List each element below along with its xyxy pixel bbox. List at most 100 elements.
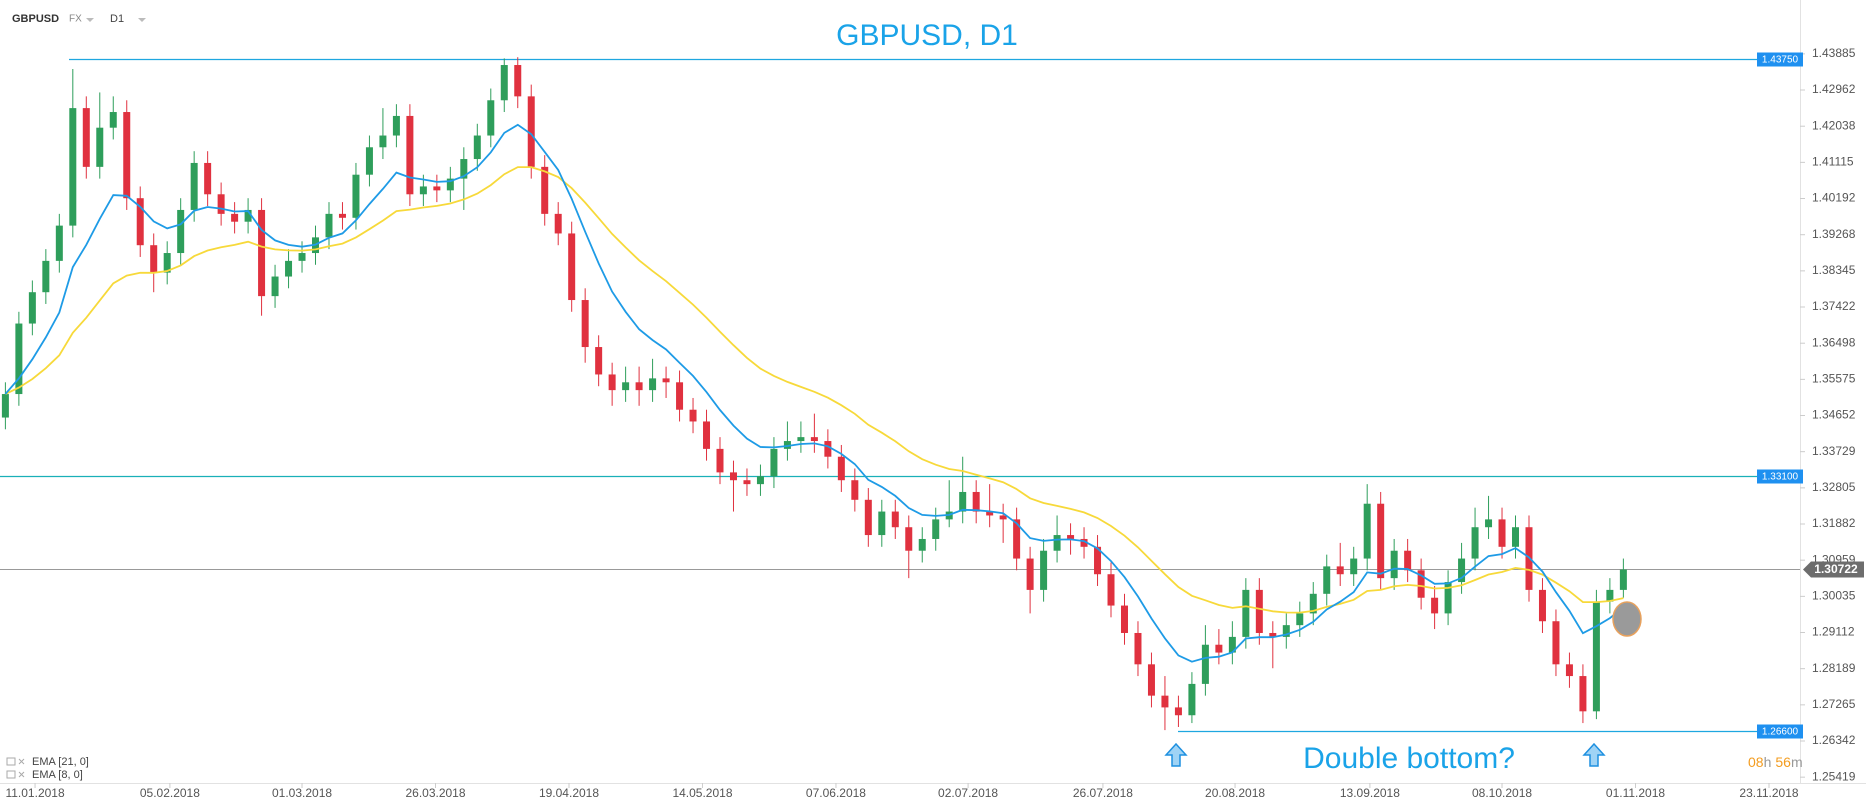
candle-body xyxy=(392,115,400,136)
level-label-box xyxy=(1757,724,1803,739)
candle-body xyxy=(1471,527,1479,559)
x-tick-label: 02.07.2018 xyxy=(938,786,998,800)
candle-body xyxy=(837,456,845,481)
dropdown-icon[interactable] xyxy=(86,18,94,22)
candle-body xyxy=(419,186,427,195)
candle-body xyxy=(365,147,373,175)
y-tick-label: 1.43885 xyxy=(1812,46,1856,60)
candle-body xyxy=(891,511,899,528)
candle-body xyxy=(824,441,832,457)
candle-body xyxy=(1390,550,1398,579)
dropdown-icon[interactable] xyxy=(138,18,146,22)
candle-body xyxy=(231,213,239,222)
candle-body xyxy=(972,491,980,512)
y-tick-label: 1.41115 xyxy=(1812,155,1854,169)
level-label: 1.26600 xyxy=(1762,727,1799,738)
market[interactable]: FX xyxy=(69,14,82,25)
candle-body xyxy=(581,300,589,348)
y-tick-label: 1.26342 xyxy=(1812,733,1856,747)
legend-icon[interactable] xyxy=(6,770,16,779)
candle-body xyxy=(1404,550,1412,571)
candle-body xyxy=(770,448,778,477)
y-tick-label: 1.39268 xyxy=(1812,227,1856,241)
candle-body xyxy=(1242,589,1250,637)
symbol[interactable]: GBPUSD xyxy=(12,13,59,25)
candle-body xyxy=(217,194,225,214)
candle-body xyxy=(743,480,751,485)
x-tick-label: 01.11.2018 xyxy=(1606,786,1665,800)
candle-body xyxy=(325,213,333,238)
candle-body xyxy=(676,382,684,410)
candle-body xyxy=(473,135,481,160)
candle-body xyxy=(756,476,764,485)
candle-body xyxy=(1161,695,1169,708)
y-tick-label: 1.25419 xyxy=(1812,769,1856,783)
candle-body xyxy=(1026,558,1034,590)
ema-line xyxy=(4,123,1624,663)
candle-body xyxy=(1296,613,1304,626)
candle-body xyxy=(729,472,737,481)
candle-body xyxy=(1512,527,1520,547)
candle-body xyxy=(150,245,158,273)
candle-body xyxy=(1120,605,1128,633)
x-tick-label: 07.06.2018 xyxy=(806,786,866,800)
candle-body xyxy=(810,437,818,442)
candle-body xyxy=(1377,503,1385,579)
candle-body xyxy=(999,515,1007,520)
candle-body xyxy=(1147,664,1155,696)
legend-icon[interactable] xyxy=(6,757,16,766)
candle-body xyxy=(42,260,50,293)
x-tick-label: 14.05.2018 xyxy=(672,786,732,800)
candle-body xyxy=(69,108,77,226)
y-tick-label: 1.37422 xyxy=(1812,299,1856,313)
candle-body xyxy=(1228,636,1236,653)
candle-body xyxy=(1485,519,1493,528)
candle-body xyxy=(1431,597,1439,614)
candle-body xyxy=(109,112,117,128)
candle-body xyxy=(379,135,387,148)
legend-close[interactable] xyxy=(18,771,25,778)
candle-body xyxy=(1350,558,1358,575)
level-label: 1.33100 xyxy=(1762,472,1799,483)
highlight-ellipse xyxy=(1612,601,1642,637)
level-label-box xyxy=(1757,52,1803,67)
candle-body xyxy=(96,127,104,167)
candle-body xyxy=(568,233,576,301)
candle-body xyxy=(1538,589,1546,622)
candle-body xyxy=(514,65,522,97)
candle-body xyxy=(1040,550,1048,590)
candle-body xyxy=(163,253,171,273)
timer-hours: 08 xyxy=(1748,754,1764,770)
candle-body xyxy=(662,378,670,383)
y-tick-label: 1.40192 xyxy=(1812,191,1856,205)
candle-body xyxy=(527,96,535,167)
timeframe[interactable]: D1 xyxy=(110,13,124,25)
candle-body xyxy=(864,499,872,536)
candle-body xyxy=(352,174,360,218)
y-tick-label: 1.38345 xyxy=(1812,263,1856,277)
candle-body xyxy=(1565,664,1573,677)
candle-body xyxy=(595,347,603,375)
candle-body xyxy=(487,100,495,136)
candle-body xyxy=(285,260,293,277)
y-tick-label: 1.34652 xyxy=(1812,408,1856,422)
current-price-label: 1.30722 xyxy=(1814,562,1858,576)
candle-body xyxy=(500,65,508,101)
legend-close[interactable] xyxy=(18,758,25,765)
bar-timer: 08h 56m xyxy=(1748,754,1803,770)
arrow xyxy=(1164,742,1606,767)
candle-body xyxy=(689,409,697,422)
y-tick-label: 1.28189 xyxy=(1812,661,1856,675)
candle-body xyxy=(649,378,657,391)
timer-minutes: 56 xyxy=(1775,754,1791,770)
annotation: Double bottom? xyxy=(1303,742,1515,775)
candle-body xyxy=(1269,632,1277,637)
candle-body xyxy=(1458,558,1466,583)
x-tick-label: 20.08.2018 xyxy=(1205,786,1265,800)
candle-body xyxy=(123,112,131,199)
candle-body xyxy=(1053,535,1061,551)
candle-body xyxy=(797,437,805,442)
candle-body xyxy=(541,166,549,214)
candle-body xyxy=(1579,676,1587,712)
